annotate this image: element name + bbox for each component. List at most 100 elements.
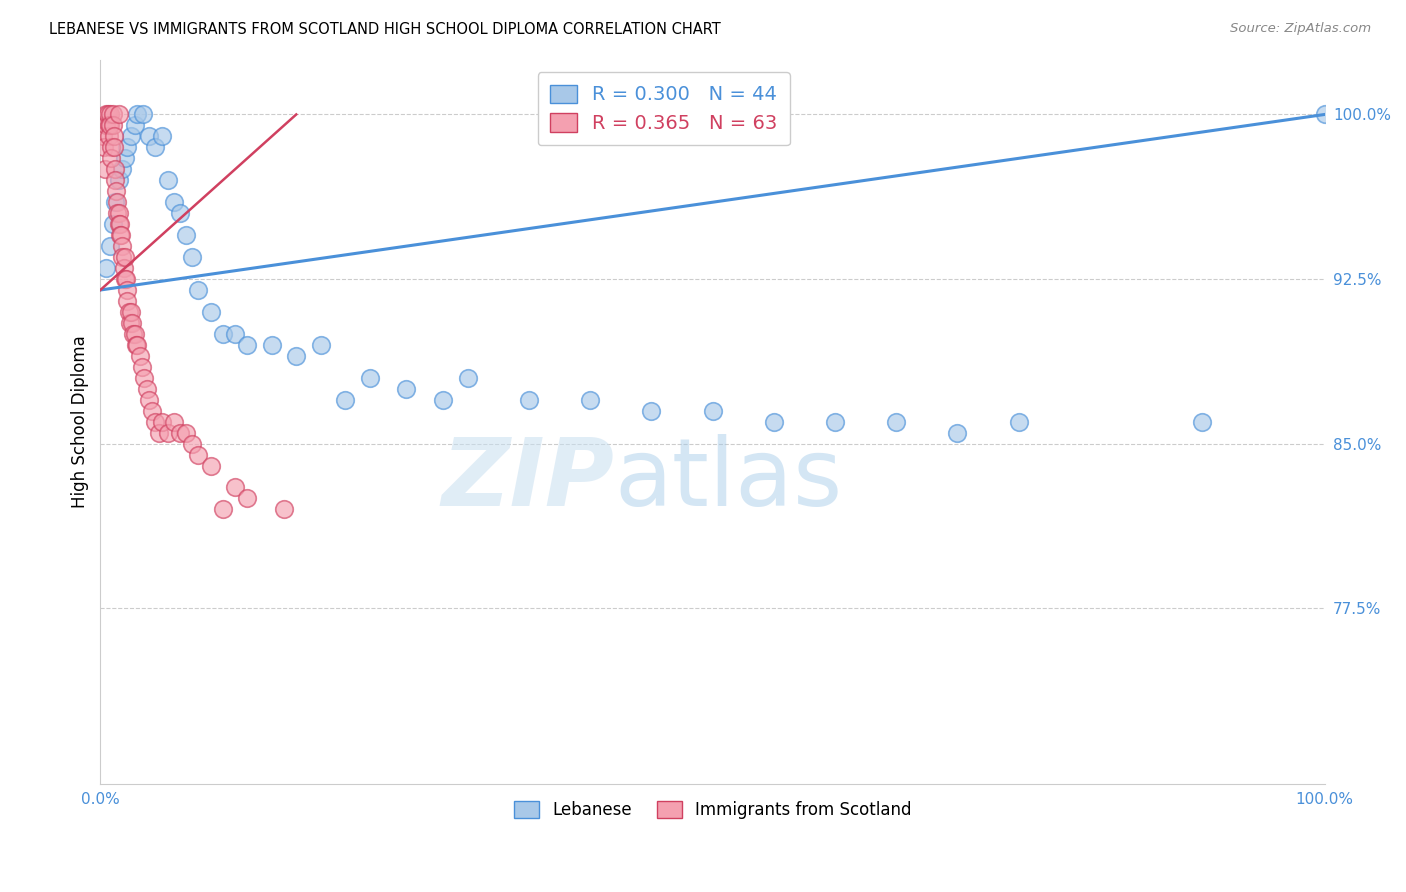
Point bbox=[134, 371, 156, 385]
Point bbox=[1007, 415, 1029, 429]
Point bbox=[120, 305, 142, 319]
Point bbox=[236, 491, 259, 506]
Point bbox=[156, 425, 179, 440]
Point bbox=[100, 152, 122, 166]
Point bbox=[104, 173, 127, 187]
Point bbox=[108, 228, 131, 243]
Point bbox=[174, 228, 197, 243]
Point bbox=[101, 107, 124, 121]
Point bbox=[946, 425, 969, 440]
Point bbox=[97, 107, 120, 121]
Point bbox=[97, 129, 120, 144]
Point bbox=[702, 403, 724, 417]
Point bbox=[107, 206, 129, 220]
Point bbox=[104, 162, 127, 177]
Point bbox=[117, 140, 139, 154]
Text: ZIP: ZIP bbox=[441, 434, 614, 525]
Point bbox=[98, 239, 121, 253]
Point bbox=[104, 195, 127, 210]
Point bbox=[285, 349, 308, 363]
Point bbox=[103, 140, 125, 154]
Point bbox=[112, 261, 135, 276]
Point bbox=[138, 392, 160, 407]
Point bbox=[124, 119, 146, 133]
Point bbox=[145, 140, 167, 154]
Point bbox=[884, 415, 907, 429]
Point bbox=[91, 129, 114, 144]
Point bbox=[211, 326, 233, 341]
Point bbox=[138, 129, 160, 144]
Point bbox=[96, 261, 118, 276]
Point bbox=[1313, 107, 1336, 121]
Point bbox=[169, 425, 191, 440]
Point bbox=[128, 349, 150, 363]
Y-axis label: High School Diploma: High School Diploma bbox=[72, 335, 89, 508]
Point bbox=[141, 403, 163, 417]
Point bbox=[640, 403, 662, 417]
Point bbox=[273, 502, 295, 516]
Point bbox=[824, 415, 846, 429]
Point bbox=[96, 107, 118, 121]
Point bbox=[114, 250, 136, 264]
Point bbox=[101, 119, 124, 133]
Point bbox=[94, 162, 117, 177]
Point bbox=[132, 107, 155, 121]
Point bbox=[111, 250, 134, 264]
Point bbox=[236, 338, 259, 352]
Point bbox=[131, 359, 153, 374]
Point bbox=[359, 371, 381, 385]
Point bbox=[103, 129, 125, 144]
Point bbox=[150, 415, 173, 429]
Point bbox=[121, 316, 143, 330]
Point bbox=[187, 283, 209, 297]
Point bbox=[145, 415, 167, 429]
Text: LEBANESE VS IMMIGRANTS FROM SCOTLAND HIGH SCHOOL DIPLOMA CORRELATION CHART: LEBANESE VS IMMIGRANTS FROM SCOTLAND HIG… bbox=[49, 22, 721, 37]
Point bbox=[395, 382, 418, 396]
Point bbox=[114, 152, 136, 166]
Point bbox=[135, 382, 157, 396]
Point bbox=[224, 481, 246, 495]
Text: atlas: atlas bbox=[614, 434, 842, 525]
Point bbox=[107, 206, 129, 220]
Point bbox=[120, 129, 142, 144]
Point bbox=[200, 458, 222, 473]
Point bbox=[117, 305, 139, 319]
Point bbox=[105, 184, 128, 198]
Point bbox=[1191, 415, 1213, 429]
Point bbox=[169, 206, 191, 220]
Legend: Lebanese, Immigrants from Scotland: Lebanese, Immigrants from Scotland bbox=[508, 795, 918, 826]
Point bbox=[224, 326, 246, 341]
Point bbox=[110, 228, 132, 243]
Text: Source: ZipAtlas.com: Source: ZipAtlas.com bbox=[1230, 22, 1371, 36]
Point bbox=[163, 195, 186, 210]
Point bbox=[211, 502, 233, 516]
Point bbox=[762, 415, 785, 429]
Point bbox=[101, 217, 124, 231]
Point bbox=[125, 338, 148, 352]
Point bbox=[432, 392, 454, 407]
Point bbox=[100, 140, 122, 154]
Point bbox=[309, 338, 332, 352]
Point bbox=[97, 119, 120, 133]
Point bbox=[96, 119, 118, 133]
Point bbox=[107, 195, 129, 210]
Point bbox=[181, 436, 204, 450]
Point bbox=[118, 316, 141, 330]
Point bbox=[107, 107, 129, 121]
Point bbox=[111, 239, 134, 253]
Point bbox=[517, 392, 540, 407]
Point bbox=[125, 107, 148, 121]
Point bbox=[200, 305, 222, 319]
Point bbox=[148, 425, 170, 440]
Point bbox=[163, 415, 186, 429]
Point bbox=[93, 140, 115, 154]
Point bbox=[156, 173, 179, 187]
Point bbox=[115, 272, 138, 286]
Point bbox=[107, 217, 129, 231]
Point bbox=[181, 250, 204, 264]
Point bbox=[122, 326, 145, 341]
Point bbox=[114, 272, 136, 286]
Point bbox=[579, 392, 602, 407]
Point bbox=[457, 371, 479, 385]
Point bbox=[98, 119, 121, 133]
